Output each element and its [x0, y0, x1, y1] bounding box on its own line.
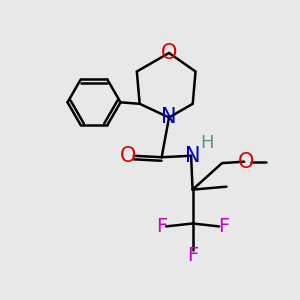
Text: F: F — [187, 246, 198, 266]
Text: O: O — [161, 43, 177, 63]
Text: O: O — [120, 146, 136, 166]
Text: H: H — [200, 134, 214, 152]
Text: N: N — [185, 146, 200, 166]
Text: O: O — [237, 152, 254, 172]
Text: N: N — [161, 107, 177, 128]
Text: F: F — [156, 217, 167, 236]
Text: F: F — [218, 217, 229, 236]
